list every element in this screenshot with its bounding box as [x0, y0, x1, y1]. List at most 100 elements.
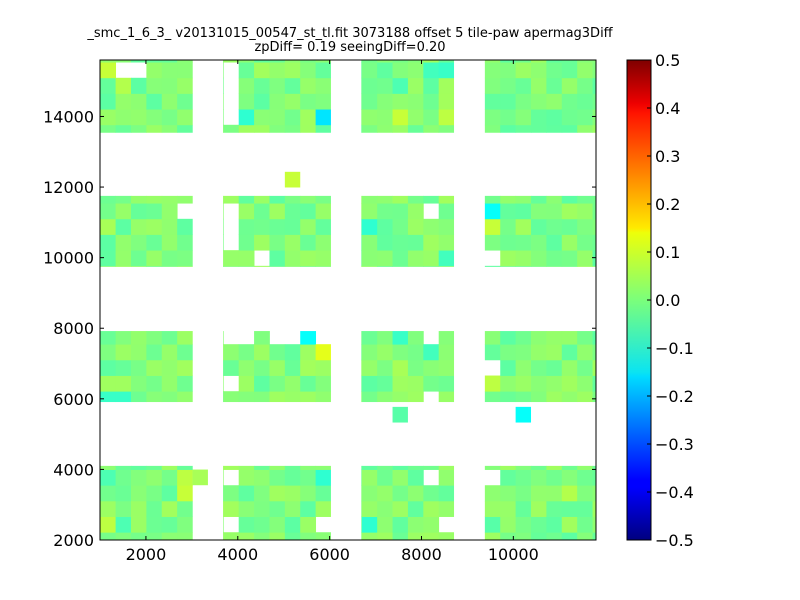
heatmap-cell-654 — [577, 62, 593, 79]
heatmap-cell-53 — [238, 516, 255, 533]
y-axis: 2000 4000 6000 8000 10000 12000 14000 — [43, 107, 596, 550]
heatmap-cell-71 — [284, 516, 301, 533]
heatmap-cell-378 — [269, 234, 286, 251]
heatmap-cell-79 — [300, 485, 317, 502]
heatmap-cell-368 — [238, 218, 255, 235]
heatmap-cell-123 — [438, 500, 455, 517]
heatmap-cell-640 — [546, 93, 563, 110]
heatmap-cell-544 — [254, 93, 270, 110]
heatmap-cell-13 — [115, 516, 132, 533]
colorbar-tick-label-8: −0.3 — [655, 435, 694, 454]
heatmap-cell-443 — [484, 218, 501, 235]
heatmap-cell-276 — [484, 391, 501, 403]
heatmap-cell-541 — [238, 60, 255, 63]
heatmap-cell-428 — [407, 203, 424, 220]
heatmap-cell-171 — [592, 485, 596, 502]
colorbar-tick-label-6: −0.1 — [655, 339, 694, 358]
heatmap-cell-538 — [238, 93, 255, 110]
heatmap-cell-243 — [361, 391, 363, 403]
heatmap-cell-384 — [284, 234, 301, 251]
heatmap-cell-448 — [500, 234, 517, 251]
heatmap-cell-399 — [315, 195, 331, 204]
heatmap-cell-521 — [161, 60, 178, 63]
heatmap-cell-656 — [592, 124, 596, 133]
heatmap-cell-421 — [392, 218, 409, 235]
heatmap-cell-539 — [238, 77, 255, 94]
heatmap-cell-329 — [115, 234, 132, 251]
heatmap-cell-132 — [500, 532, 517, 540]
heatmap-cell-450 — [500, 203, 517, 220]
heatmap-cell-496 — [100, 93, 117, 110]
heatmap-cell-457 — [515, 195, 532, 204]
heatmap-cell-205 — [177, 375, 193, 392]
heatmap-cell-219 — [238, 359, 255, 376]
heatmap-cell-268 — [423, 375, 440, 392]
heatmap-cell-442 — [484, 234, 501, 251]
heatmap-cell-131 — [484, 465, 501, 470]
heatmap-cell-568 — [315, 93, 331, 110]
heatmap-cell-338 — [131, 195, 147, 204]
heatmap-cell-38 — [177, 500, 193, 517]
heatmap-cell-328 — [115, 250, 132, 267]
heatmap-cell-8 — [100, 500, 117, 517]
heatmap-cell-352 — [177, 250, 193, 267]
heatmap-cell-314 — [592, 331, 596, 345]
heatmap-cell-159 — [561, 485, 578, 502]
heatmap-cell-372 — [254, 234, 270, 251]
heatmap-cell-346 — [161, 250, 178, 267]
heatmap-cell-597 — [407, 109, 424, 126]
heatmap-cell-324 — [100, 218, 117, 235]
heatmap-cell-375 — [254, 195, 270, 204]
heatmap-cell-140 — [515, 500, 532, 517]
heatmap-cell-325 — [100, 203, 117, 220]
heatmap-cell-332 — [115, 195, 132, 204]
heatmap-cell-37 — [177, 516, 193, 533]
heatmap-cell-391 — [300, 218, 317, 235]
heatmap-cell-183 — [100, 331, 117, 345]
heatmap-cell-447 — [500, 250, 517, 267]
heatmap-cell-407 — [361, 250, 378, 267]
heatmap-cell-151 — [546, 516, 563, 533]
heatmap-cell-385 — [284, 218, 301, 235]
heatmap-cell-481 — [577, 195, 593, 204]
heatmap-cell-469 — [546, 195, 563, 204]
heatmap-cell-431 — [423, 250, 440, 267]
heatmap-cell-482 — [592, 265, 596, 267]
heatmap-cell-334 — [131, 250, 147, 267]
heatmap-cell-289 — [515, 331, 532, 345]
heatmap-cell-472 — [561, 234, 578, 251]
heatmap-cell-197 — [146, 344, 163, 361]
heatmap-cell-278 — [484, 344, 501, 361]
heatmap-cell-567 — [315, 109, 331, 126]
heatmap-cell-350 — [161, 195, 178, 204]
heatmap-cell-474 — [561, 203, 578, 220]
heatmap-cell-635 — [531, 77, 547, 94]
heatmap-cell-168 — [592, 532, 596, 540]
heatmap-cell-652 — [577, 93, 593, 110]
heatmap-cell-337 — [131, 203, 147, 220]
heatmap-cell-165 — [577, 485, 593, 502]
heatmap-cell-233 — [284, 344, 301, 361]
heatmap-cell-572 — [361, 124, 363, 133]
heatmap-cell-93 — [361, 532, 378, 540]
heatmap-cell-259 — [392, 375, 409, 392]
heatmap-cell-615 — [484, 109, 501, 126]
heatmap-cell-532 — [223, 62, 224, 79]
heatmap-cell-61 — [254, 485, 270, 502]
heatmap-cell-330 — [115, 218, 132, 235]
heatmap-cell-497 — [100, 77, 117, 94]
heatmap-cell-198 — [146, 331, 163, 345]
heatmap-cell-119 — [423, 500, 440, 517]
heatmap-cell-210 — [223, 375, 224, 392]
heatmap-cell-275 — [438, 331, 455, 345]
heatmap-cell-629 — [515, 77, 532, 94]
heatmap-extra-cell-2 — [392, 406, 408, 423]
heatmap-cell-645 — [561, 109, 578, 126]
heatmap-cell-33 — [161, 485, 178, 502]
heatmap-cell-96 — [361, 485, 378, 502]
heatmap-cell-74 — [284, 469, 301, 486]
heatmap-cell-189 — [131, 391, 147, 403]
heatmap-cell-130 — [484, 485, 501, 502]
heatmap-cell-283 — [500, 344, 517, 361]
heatmap-cell-392 — [300, 203, 317, 220]
